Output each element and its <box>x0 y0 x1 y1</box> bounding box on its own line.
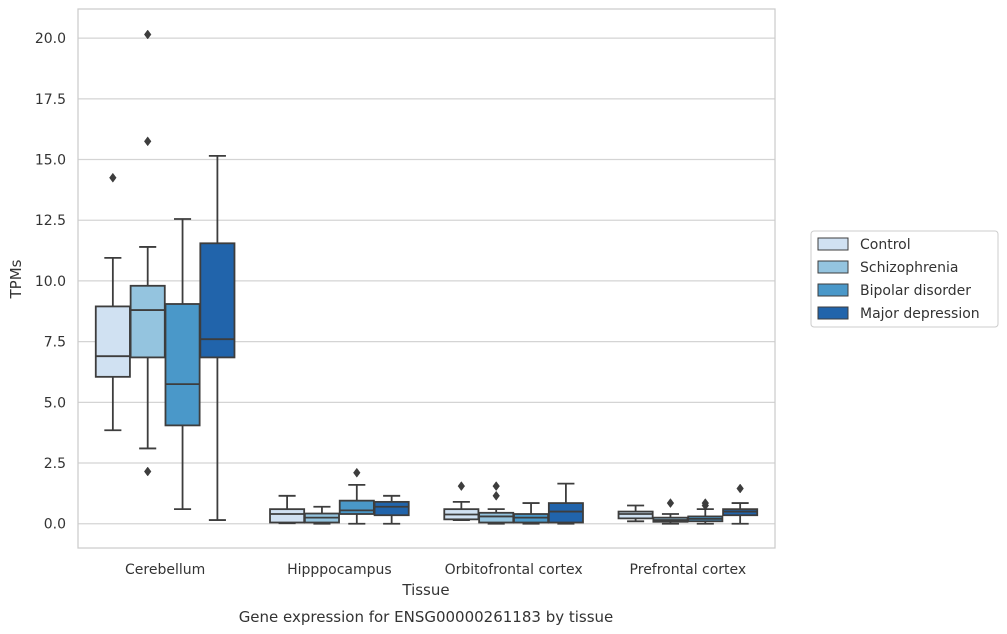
box-group <box>129 29 166 477</box>
outlier-point <box>492 481 500 492</box>
plot-frame <box>77 8 776 549</box>
box-group <box>164 218 201 511</box>
y-axis-label: TPMs <box>7 259 25 299</box>
box-group <box>443 481 480 521</box>
box-group <box>269 494 306 525</box>
box-body <box>338 499 375 515</box>
box-body <box>617 510 654 520</box>
y-tick-label: 7.5 <box>44 335 66 351</box>
box-group <box>303 505 340 525</box>
box-group <box>373 494 410 525</box>
x-tick-label: Cerebellum <box>125 562 205 578</box>
y-tick-labels: 0.0 2.5 5.0 7.5 10.0 12.5 15.0 17.5 20.0 <box>35 31 66 533</box>
box-body <box>547 502 584 524</box>
box-group <box>547 482 584 525</box>
box-group <box>94 172 131 432</box>
legend-swatch <box>817 283 849 297</box>
outlier-point <box>144 29 152 40</box>
legend-label: Control <box>860 237 911 253</box>
y-tick-label: 0.0 <box>44 517 66 533</box>
box-group <box>338 467 375 525</box>
outlier-point <box>457 481 466 492</box>
x-tick-label: Prefrontal cortex <box>630 562 747 578</box>
box-body <box>164 303 201 427</box>
chart-caption: Gene expression for ENSG00000261183 by t… <box>239 608 614 626</box>
legend: Control Schizophrenia Bipolar disorder Majo… <box>810 230 999 328</box>
box-body <box>199 242 236 359</box>
box-group <box>722 483 759 525</box>
box-body <box>269 508 306 524</box>
box-group <box>617 504 654 523</box>
legend-swatch <box>817 237 849 251</box>
box-group <box>478 481 515 525</box>
outlier-point <box>109 172 117 183</box>
x-tick-labels: Cerebellum Hipppocampus Orbitofrontal cort… <box>125 562 746 578</box>
outlier-point <box>353 467 361 478</box>
legend-swatch <box>817 306 849 320</box>
outlier-point <box>666 498 675 508</box>
box-group <box>687 498 724 525</box>
legend-frame <box>810 230 999 328</box>
outlier-point <box>701 498 709 508</box>
outlier-point <box>144 136 152 147</box>
box-body <box>129 284 166 359</box>
y-tick-label: 12.5 <box>35 213 66 229</box>
legend-swatch <box>817 260 849 274</box>
outlier-point <box>144 466 152 477</box>
y-tick-label: 17.5 <box>35 92 66 108</box>
x-axis-label: Tissue <box>401 581 449 599</box>
box-group <box>199 154 236 521</box>
y-tick-label: 2.5 <box>44 456 66 472</box>
box-group <box>513 502 550 525</box>
x-tick-label: Orbitofrontal cortex <box>445 562 583 578</box>
outlier-point <box>736 483 744 494</box>
x-tick-label: Hipppocampus <box>287 562 392 578</box>
box-body <box>478 511 515 524</box>
legend-label: Major depression <box>860 306 980 322</box>
y-tick-label: 15.0 <box>35 153 66 169</box>
outlier-point <box>492 490 500 501</box>
box-group <box>652 498 689 525</box>
legend-label: Schizophrenia <box>860 260 958 276</box>
y-tick-label: 5.0 <box>44 395 66 411</box>
box-body <box>94 305 131 378</box>
legend-label: Bipolar disorder <box>860 283 971 299</box>
y-tick-label: 10.0 <box>35 274 66 290</box>
box-plots <box>94 29 759 525</box>
box-body <box>373 500 410 517</box>
y-tick-label: 20.0 <box>35 31 66 47</box>
